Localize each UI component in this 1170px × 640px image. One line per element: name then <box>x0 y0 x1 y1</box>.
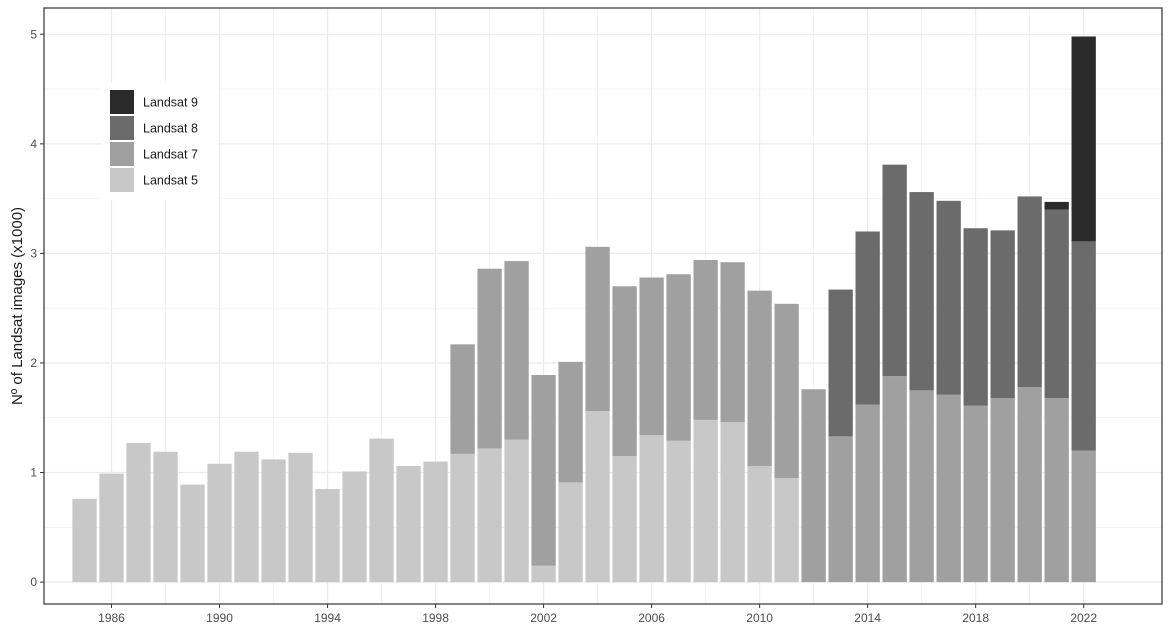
axes: 0 1 2 3 4 5 1986 1990 1994 1998 2002 2006 2010 2014 20… <box>30 27 1097 625</box>
bar-landsat-5-1988 <box>153 451 178 583</box>
bar-landsat-7-2013 <box>828 436 853 583</box>
bar-landsat-7-2018 <box>963 405 988 583</box>
bar-landsat-8-2015 <box>882 164 907 377</box>
bar-landsat-7-2015 <box>882 376 907 583</box>
bar-landsat-7-2010 <box>747 290 772 466</box>
bar-landsat-5-1991 <box>234 451 259 583</box>
bar-landsat-5-2010 <box>747 465 772 583</box>
bar-landsat-5-2005 <box>612 456 637 583</box>
bar-landsat-7-2005 <box>612 286 637 457</box>
legend-label-landsat-5: Landsat 5 <box>143 174 198 188</box>
bar-landsat-9-2022 <box>1071 36 1096 242</box>
bar-landsat-5-1998 <box>423 461 448 583</box>
legend-key-landsat-9 <box>110 90 134 114</box>
bar-landsat-7-2021 <box>1044 398 1069 583</box>
bar-landsat-7-2000 <box>477 268 502 449</box>
bar-landsat-5-2007 <box>666 440 691 583</box>
bar-landsat-7-2008 <box>693 259 718 420</box>
y-axis-title: Nº of Landsat images (x1000) <box>9 207 26 405</box>
x-tick-label: 1998 <box>422 611 449 625</box>
bar-landsat-5-2011 <box>774 478 799 583</box>
bar-landsat-5-1994 <box>315 488 340 583</box>
x-tick-label: 2022 <box>1070 611 1097 625</box>
bar-landsat-5-1985 <box>72 498 97 583</box>
bar-landsat-5-1987 <box>126 442 151 583</box>
bar-landsat-5-1990 <box>207 463 232 583</box>
bar-landsat-7-2004 <box>585 246 610 412</box>
legend-key-landsat-8 <box>110 116 134 140</box>
bar-landsat-5-1999 <box>450 453 475 583</box>
x-tick-label: 1994 <box>314 611 341 625</box>
legend-key-landsat-7 <box>110 142 134 166</box>
legend-key-landsat-5 <box>110 168 134 192</box>
bar-landsat-7-2022 <box>1071 450 1096 583</box>
bar-landsat-8-2021 <box>1044 209 1069 399</box>
bar-landsat-7-2001 <box>504 261 529 440</box>
bar-landsat-5-2003 <box>558 482 583 583</box>
bar-landsat-5-2008 <box>693 419 718 583</box>
bar-landsat-7-2003 <box>558 361 583 483</box>
bar-landsat-8-2014 <box>855 231 880 405</box>
bar-landsat-5-1993 <box>288 452 313 583</box>
bar-landsat-5-2002 <box>531 565 556 583</box>
bars <box>72 36 1096 583</box>
bar-landsat-8-2013 <box>828 289 853 437</box>
x-tick-label: 2006 <box>638 611 665 625</box>
legend: Landsat 9 Landsat 8 Landsat 7 Landsat 5 <box>102 82 218 200</box>
bar-landsat-5-2009 <box>720 422 745 583</box>
plot-panel-border <box>43 7 1163 605</box>
x-tick-label: 2002 <box>530 611 557 625</box>
bar-landsat-7-2014 <box>855 404 880 583</box>
bar-landsat-7-2020 <box>1017 387 1042 583</box>
bar-landsat-7-2016 <box>909 390 934 583</box>
bar-landsat-7-2011 <box>774 303 799 479</box>
x-tick-label: 2010 <box>746 611 773 625</box>
legend-label-landsat-9: Landsat 9 <box>143 96 198 110</box>
bar-landsat-8-2017 <box>936 200 961 395</box>
bar-landsat-5-2006 <box>639 435 664 583</box>
bar-landsat-5-1996 <box>369 438 394 583</box>
bar-landsat-7-2006 <box>639 277 664 436</box>
bar-landsat-8-2018 <box>963 228 988 406</box>
bar-landsat-5-2001 <box>504 439 529 583</box>
bar-landsat-5-2000 <box>477 448 502 583</box>
bar-landsat-5-1995 <box>342 471 367 583</box>
bar-landsat-7-2009 <box>720 262 745 423</box>
bar-landsat-8-2019 <box>990 230 1015 399</box>
y-tick-label: 5 <box>30 27 37 41</box>
bar-landsat-8-2020 <box>1017 196 1042 388</box>
bar-landsat-5-1997 <box>396 465 421 583</box>
bar-landsat-7-2007 <box>666 274 691 441</box>
legend-label-landsat-8: Landsat 8 <box>143 122 198 136</box>
bar-landsat-7-2017 <box>936 394 961 583</box>
x-tick-label: 2014 <box>854 611 881 625</box>
bar-landsat-7-2012 <box>801 389 826 583</box>
bar-landsat-5-2004 <box>585 411 610 583</box>
y-tick-label: 0 <box>30 575 37 589</box>
bar-landsat-7-2019 <box>990 398 1015 583</box>
y-tick-label: 2 <box>30 356 37 370</box>
y-tick-label: 4 <box>30 137 37 151</box>
bar-landsat-7-1999 <box>450 344 475 454</box>
bar-landsat-8-2016 <box>909 192 934 391</box>
x-tick-label: 1990 <box>206 611 233 625</box>
bar-landsat-5-1992 <box>261 459 286 583</box>
x-tick-label: 2018 <box>962 611 989 625</box>
legend-label-landsat-7: Landsat 7 <box>143 148 198 162</box>
bar-landsat-9-2021 <box>1044 201 1069 210</box>
bar-landsat-7-2002 <box>531 375 556 566</box>
bar-landsat-5-1989 <box>180 484 205 583</box>
bar-landsat-5-1986 <box>99 473 124 583</box>
y-tick-label: 1 <box>30 466 37 480</box>
bar-landsat-8-2022 <box>1071 241 1096 451</box>
y-tick-label: 3 <box>30 246 37 260</box>
x-tick-label: 1986 <box>98 611 125 625</box>
